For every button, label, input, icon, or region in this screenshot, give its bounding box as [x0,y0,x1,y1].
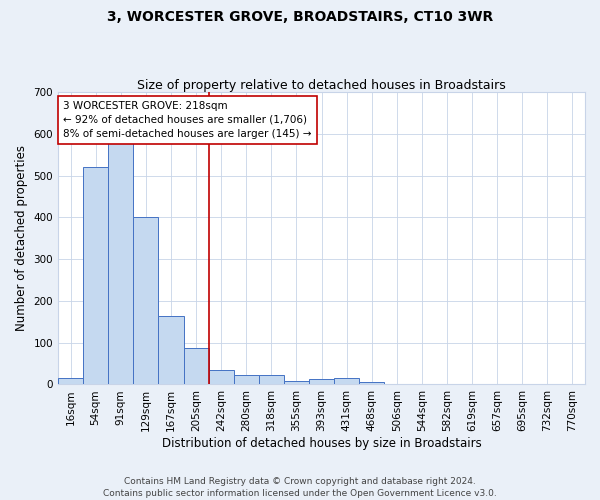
Bar [259,375,284,384]
Y-axis label: Number of detached properties: Number of detached properties [15,145,28,331]
Bar [334,378,359,384]
Bar [133,218,158,384]
Bar [233,376,259,384]
Text: 3 WORCESTER GROVE: 218sqm
← 92% of detached houses are smaller (1,706)
8% of sem: 3 WORCESTER GROVE: 218sqm ← 92% of detac… [64,101,312,139]
Bar [309,378,334,384]
Bar [158,316,184,384]
Bar [108,134,133,384]
Bar [184,348,209,385]
Bar [209,370,233,384]
Bar [359,382,384,384]
Text: Contains HM Land Registry data © Crown copyright and database right 2024.
Contai: Contains HM Land Registry data © Crown c… [103,476,497,498]
Bar [83,167,108,384]
Title: Size of property relative to detached houses in Broadstairs: Size of property relative to detached ho… [137,79,506,92]
X-axis label: Distribution of detached houses by size in Broadstairs: Distribution of detached houses by size … [161,437,481,450]
Bar [284,380,309,384]
Text: 3, WORCESTER GROVE, BROADSTAIRS, CT10 3WR: 3, WORCESTER GROVE, BROADSTAIRS, CT10 3W… [107,10,493,24]
Bar [58,378,83,384]
